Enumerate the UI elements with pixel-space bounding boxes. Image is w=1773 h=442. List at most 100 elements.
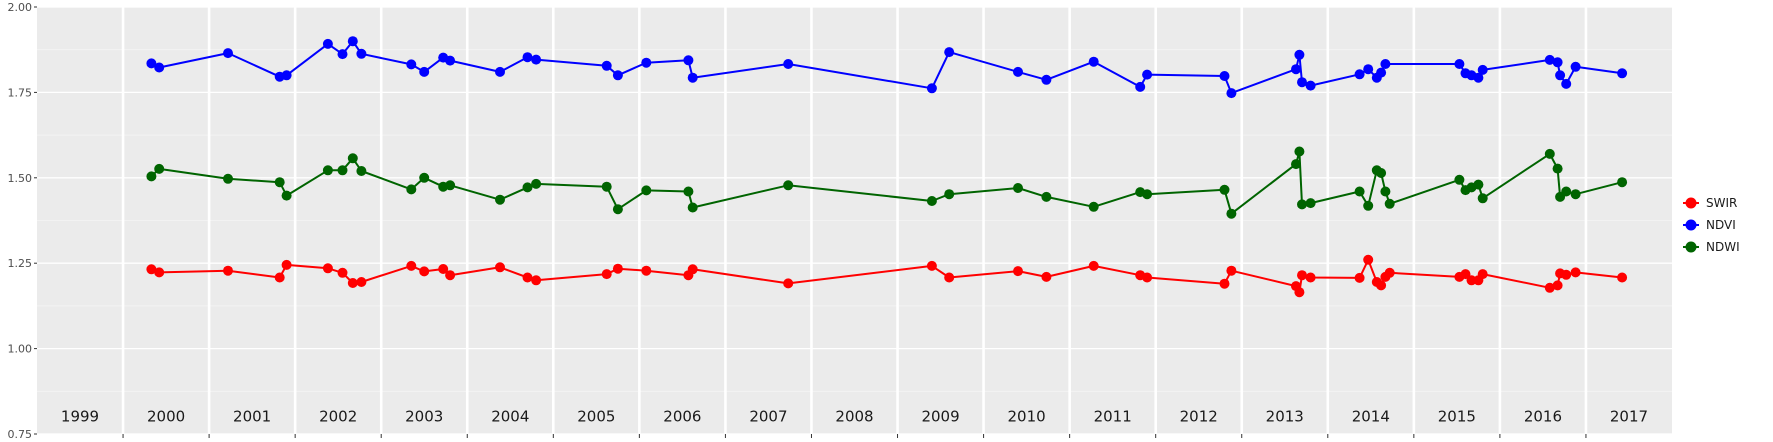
swir-data-point — [1226, 265, 1237, 276]
year-label: 2008 — [835, 407, 873, 425]
swir-data-point — [1354, 272, 1365, 283]
ndvi-data-point — [1291, 64, 1301, 75]
swir-data-point — [1561, 269, 1572, 280]
ndwi-data-point — [531, 178, 542, 189]
ndvi-data-point — [1135, 81, 1146, 92]
ndvi-data-point — [1473, 72, 1484, 83]
year-label: 2009 — [921, 407, 959, 425]
year-label: 2006 — [663, 407, 701, 425]
swir-data-point — [612, 263, 623, 274]
swir-data-point — [1363, 254, 1374, 265]
legend: SWIR NDVI NDWI — [1683, 196, 1740, 254]
year-label: 2014 — [1352, 407, 1390, 425]
ndvi-data-point — [356, 48, 367, 59]
ndvi-data-point — [1454, 59, 1465, 69]
year-label: 2000 — [147, 407, 185, 425]
ndwi-legend-label: NDWI — [1706, 240, 1740, 254]
ndvi-data-point — [1570, 61, 1581, 72]
y-tick-label: 0.75 — [8, 428, 33, 441]
ndwi-data-point — [356, 166, 367, 176]
ndvi-data-point — [531, 54, 542, 65]
swir-data-point — [783, 278, 794, 289]
year-label: 2015 — [1438, 407, 1476, 425]
ndwi-data-point — [419, 172, 430, 183]
swir-data-point — [154, 267, 165, 278]
year-label: 2010 — [1008, 407, 1046, 425]
ndwi-data-point — [1291, 159, 1301, 170]
year-label: 2011 — [1094, 407, 1132, 425]
ndvi-data-point — [406, 59, 417, 70]
ndwi-data-point — [1297, 199, 1307, 210]
ndvi-data-point — [522, 52, 533, 63]
ndwi-data-point — [223, 173, 233, 184]
year-label: 2002 — [319, 407, 357, 425]
ndwi-data-point — [1473, 179, 1484, 190]
ndvi-data-point — [1294, 49, 1305, 60]
swir-data-point — [1544, 282, 1555, 293]
swir-data-point — [1041, 271, 1052, 282]
ndwi-data-point — [601, 181, 612, 192]
ndwi-data-point — [1617, 177, 1628, 188]
year-label: 1999 — [61, 407, 99, 425]
ndwi-data-point — [1219, 184, 1230, 195]
grid-lines — [37, 6, 1672, 435]
ndvi-data-point — [419, 66, 430, 77]
year-label: 2007 — [749, 407, 787, 425]
ndwi-data-point — [347, 153, 358, 164]
ndwi-data-point — [154, 163, 165, 174]
ndwi-legend-key-point — [1685, 241, 1697, 253]
ndwi-data-point — [1477, 193, 1488, 204]
swir-data-point — [1142, 272, 1153, 283]
ndvi-data-point — [926, 83, 937, 94]
swir-data-point — [1552, 280, 1563, 291]
year-label: 2005 — [577, 407, 615, 425]
ndvi-data-point — [1226, 88, 1237, 99]
ndvi-data-point — [687, 72, 698, 83]
year-label: 2017 — [1610, 407, 1648, 425]
ndvi-data-point — [1142, 69, 1153, 80]
ndwi-data-point — [641, 185, 652, 196]
ndwi-data-point — [1226, 208, 1237, 219]
ndvi-data-point — [154, 62, 165, 73]
ndvi-data-point — [1013, 66, 1023, 77]
ndwi-data-point — [1088, 201, 1099, 212]
ndwi-data-point — [322, 165, 333, 176]
swir-data-point — [356, 277, 367, 287]
ndwi-data-point — [1380, 186, 1391, 197]
swir-data-point — [1013, 266, 1023, 277]
swir-data-point — [495, 262, 505, 273]
swir-data-point — [1305, 272, 1316, 283]
swir-data-point — [223, 265, 233, 276]
year-labels: 1999 2000 2001 2002 2003 2004 2005 2006 2007 2008… — [61, 407, 1648, 425]
ndvi-data-point — [223, 48, 233, 59]
swir-data-point — [146, 264, 157, 275]
swir-data-point — [522, 272, 533, 283]
ndvi-data-point — [944, 47, 955, 58]
ndwi-data-point — [1376, 168, 1387, 178]
swir-legend-key-point — [1685, 197, 1697, 209]
ndwi-data-point — [274, 177, 285, 188]
ndwi-data-point — [1142, 189, 1153, 200]
ndwi-data-point — [944, 189, 955, 200]
swir-data-point — [445, 270, 456, 281]
swir-data-point — [1219, 278, 1230, 289]
swir-data-point — [337, 267, 348, 278]
ndvi-data-point — [1088, 56, 1099, 67]
ndwi-data-point — [783, 180, 794, 191]
ndvi-data-point — [1305, 80, 1316, 91]
ndvi-data-point — [347, 36, 358, 47]
ndvi-data-point — [601, 60, 612, 71]
year-label: 2004 — [491, 407, 529, 425]
y-axis: 0.75 1.00 1.25 1.50 1.75 2.00 — [8, 1, 1587, 441]
ndvi-data-point — [641, 57, 652, 68]
ndvi-data-point — [1354, 69, 1365, 80]
ndwi-data-point — [1544, 148, 1555, 159]
ndwi-data-point — [1552, 163, 1563, 174]
year-label: 2003 — [405, 407, 443, 425]
ndvi-data-point — [1555, 70, 1566, 81]
ndwi-data-point — [1363, 200, 1374, 211]
ndwi-data-point — [612, 204, 623, 215]
swir-data-point — [281, 259, 292, 270]
ndvi-data-point — [1477, 64, 1488, 75]
